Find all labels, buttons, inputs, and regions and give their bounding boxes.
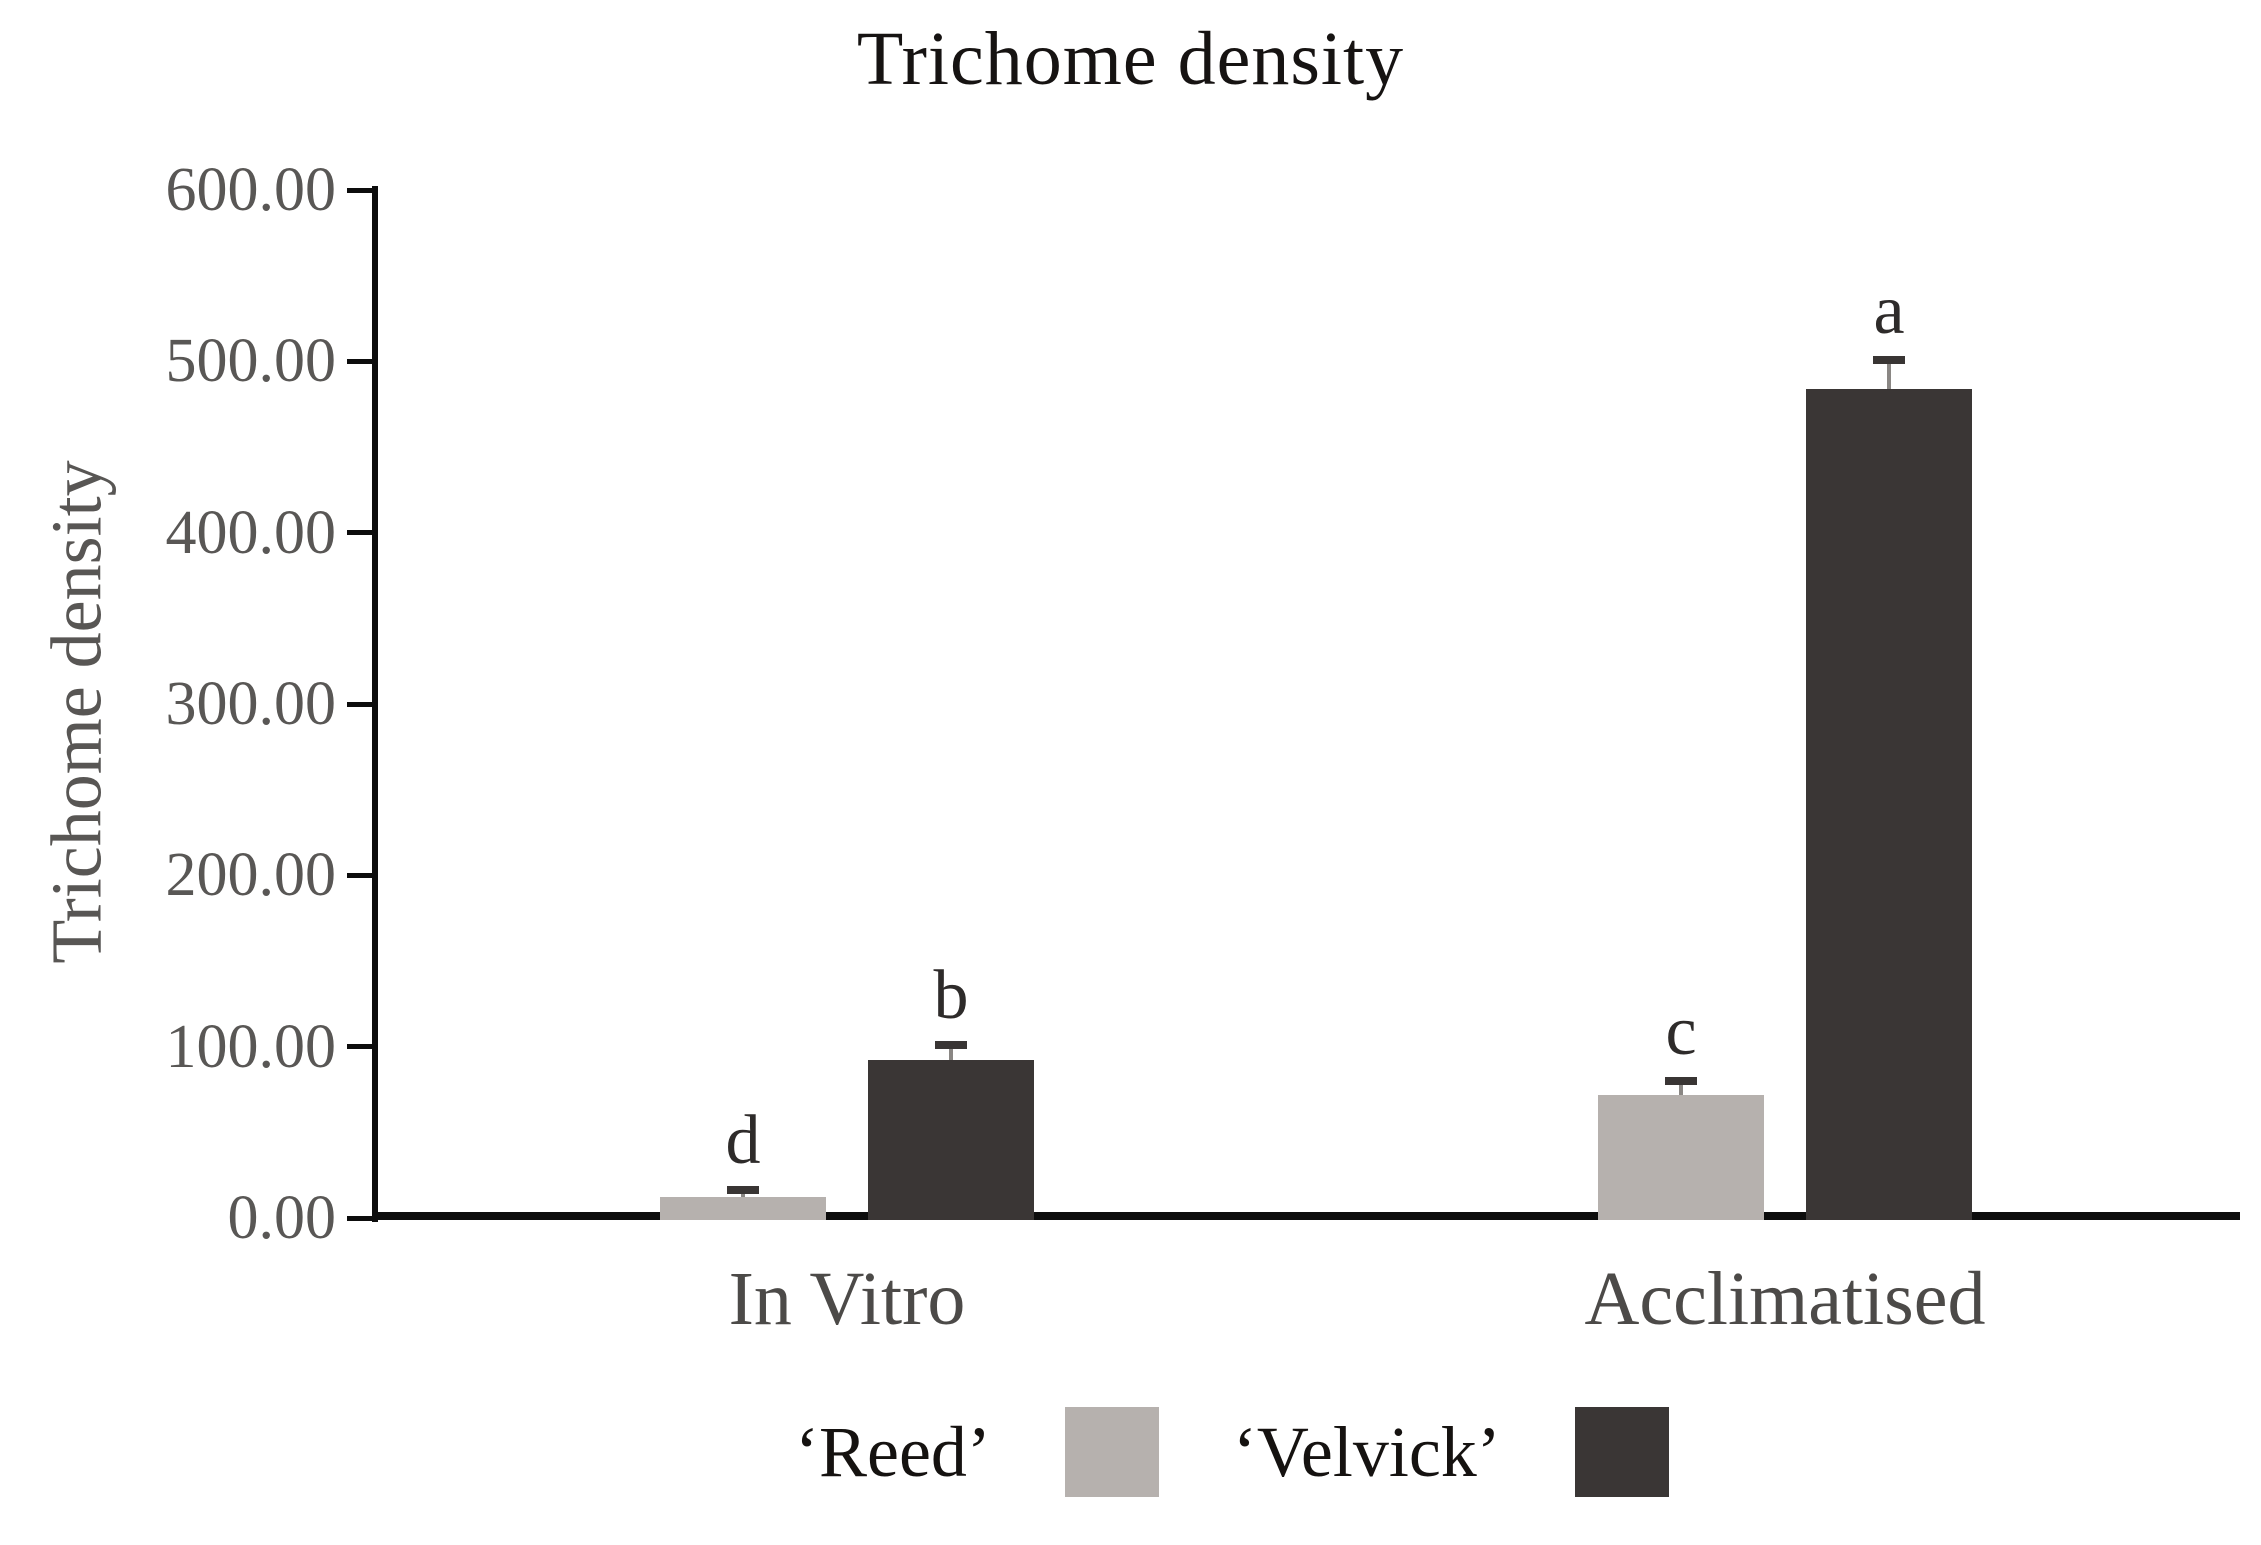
x-category-label: Acclimatised bbox=[1584, 1257, 1986, 1341]
error-bar-stem bbox=[1887, 359, 1891, 389]
error-bar-stem bbox=[1679, 1080, 1683, 1095]
legend-label: ‘Velvick’ bbox=[1232, 1412, 1501, 1492]
legend-label: ‘Reed’ bbox=[795, 1412, 991, 1492]
bar-reed-acclimatised bbox=[1598, 1094, 1764, 1220]
y-tick-label: 200.00 bbox=[165, 841, 337, 910]
significance-letter: d bbox=[725, 1101, 761, 1179]
legend-item: ‘Velvick’ bbox=[1233, 1407, 1669, 1497]
y-tick bbox=[347, 872, 373, 878]
y-tick-label: 600.00 bbox=[165, 156, 337, 224]
significance-letter: a bbox=[1873, 271, 1905, 349]
legend: ‘Reed’ ‘Velvick’ bbox=[795, 1392, 1669, 1512]
bar-velvick-acclimatised bbox=[1806, 388, 1972, 1220]
error-bar-cap bbox=[1873, 355, 1905, 364]
y-axis-line bbox=[372, 186, 378, 1222]
legend-swatch bbox=[1574, 1407, 1669, 1497]
error-bar-stem bbox=[949, 1044, 953, 1061]
y-tick bbox=[347, 187, 373, 193]
y-tick-label: 400.00 bbox=[165, 498, 337, 567]
bar-velvick-in-vitro bbox=[868, 1060, 1034, 1220]
error-bar-cap bbox=[935, 1040, 967, 1049]
significance-letter: c bbox=[1665, 992, 1697, 1070]
y-tick-label: 0.00 bbox=[227, 1184, 337, 1252]
error-bar-cap bbox=[727, 1185, 759, 1194]
y-tick-label: 300.00 bbox=[165, 670, 337, 738]
significance-letter: b bbox=[933, 956, 969, 1034]
x-category-label: In Vitro bbox=[728, 1257, 966, 1341]
legend-swatch bbox=[1064, 1407, 1159, 1497]
bar-reed-in-vitro bbox=[660, 1196, 826, 1220]
y-tick bbox=[347, 530, 373, 536]
x-axis-line bbox=[372, 1212, 2240, 1220]
y-tick bbox=[347, 358, 373, 364]
chart-title: Trichome density bbox=[856, 17, 1405, 101]
error-bar-cap bbox=[1665, 1076, 1697, 1085]
y-tick bbox=[347, 1215, 373, 1221]
y-tick bbox=[347, 1044, 373, 1050]
y-tick-label: 500.00 bbox=[165, 327, 337, 396]
y-tick bbox=[347, 701, 373, 707]
y-tick-label: 100.00 bbox=[165, 1012, 337, 1081]
legend-item: ‘Reed’ bbox=[795, 1407, 1159, 1497]
